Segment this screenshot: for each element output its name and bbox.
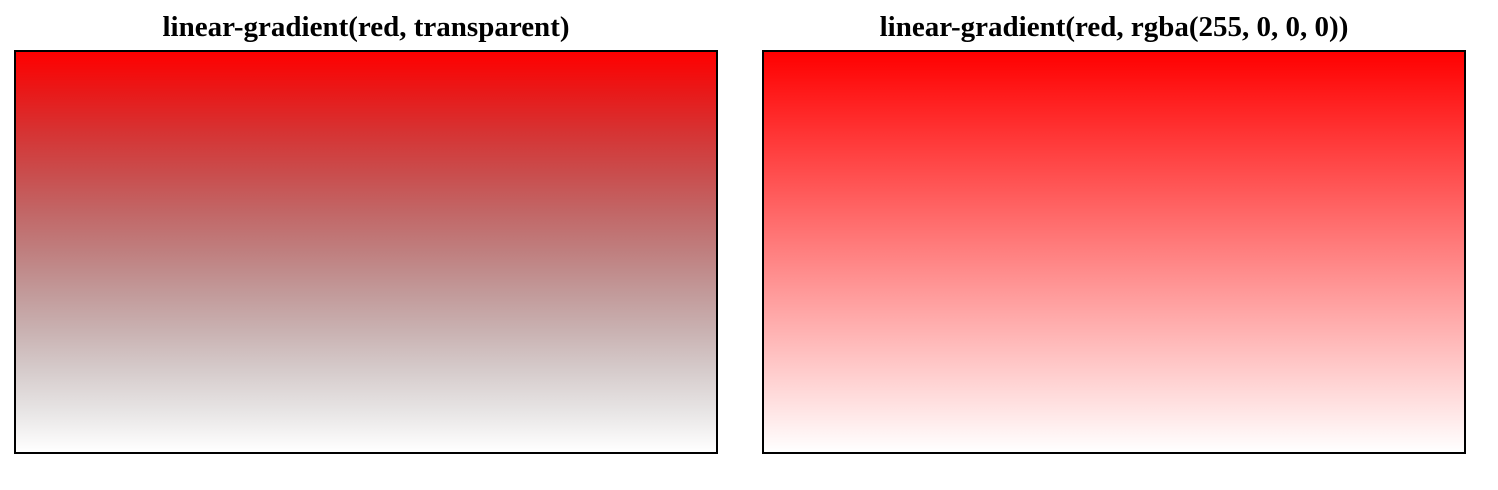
panel-red-to-transparent: linear-gradient(red, transparent) xyxy=(14,0,718,454)
gradient-swatch xyxy=(14,50,718,454)
panel-title: linear-gradient(red, transparent) xyxy=(162,11,570,43)
gradient-swatch xyxy=(762,50,1466,454)
panel-title: linear-gradient(red, rgba(255, 0, 0, 0)) xyxy=(879,11,1349,43)
panel-red-to-rgba: linear-gradient(red, rgba(255, 0, 0, 0)) xyxy=(762,0,1466,454)
